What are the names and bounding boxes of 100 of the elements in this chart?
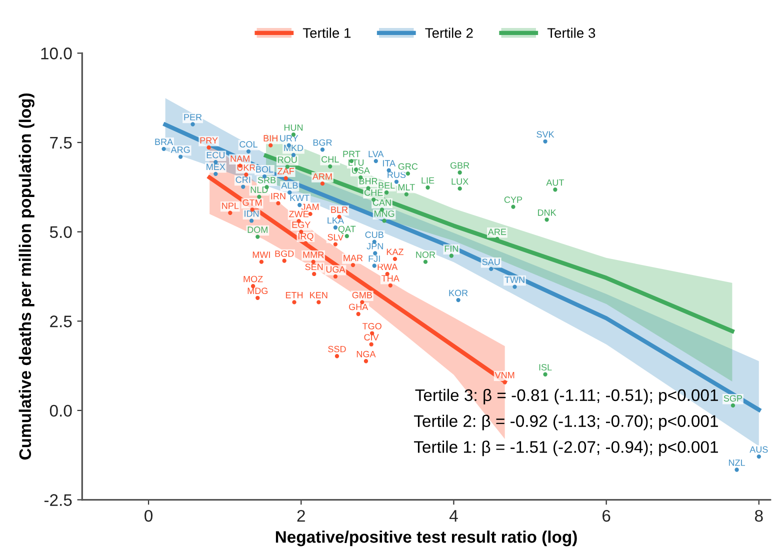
data-label: ECU [206, 152, 225, 158]
point [350, 262, 356, 268]
x-axis-title: Negative/positive test result ratio (log) [276, 530, 577, 546]
x-tick-label: 4 [449, 510, 458, 522]
data-label: PRY [200, 137, 218, 144]
data-label: DOM [248, 226, 268, 233]
data-label: SVK [536, 131, 554, 138]
point [456, 298, 460, 302]
point [404, 192, 408, 196]
point [256, 296, 260, 300]
point [512, 284, 517, 289]
data-label: MEX [206, 164, 226, 170]
y-tick-label: 10.0 [41, 48, 72, 60]
y-tick-label: -2.5 [44, 494, 72, 506]
point [298, 202, 302, 208]
data-label: EGY [292, 222, 310, 228]
point [256, 234, 260, 239]
y-tick-label: 7.5 [50, 137, 72, 149]
point [543, 139, 548, 144]
point [544, 218, 549, 222]
point [333, 274, 338, 279]
point [384, 190, 389, 195]
point [511, 204, 516, 209]
data-label: KWT [290, 194, 310, 202]
data-label: ARG [170, 146, 190, 153]
data-label: GBR [450, 162, 470, 169]
point [334, 354, 340, 358]
data-label: PER [184, 114, 202, 120]
data-label: NOR [416, 252, 436, 258]
data-label: CYP [504, 196, 522, 203]
data-label: CUB [365, 232, 384, 238]
data-label: COL [240, 141, 258, 148]
point [312, 272, 316, 276]
point [214, 172, 218, 176]
x-tick-label: 2 [297, 510, 305, 522]
x-tick-label: 8 [754, 510, 763, 522]
data-label: USA [352, 167, 370, 174]
point [372, 264, 376, 268]
data-label: ALB [281, 182, 298, 189]
data-label: GHA [349, 304, 368, 310]
data-label: MLT [398, 184, 415, 190]
data-label: TGO [362, 323, 382, 330]
point [406, 171, 410, 176]
data-label: KOR [449, 290, 468, 296]
y-axis-title: Cumulative deaths per million population (log) [18, 93, 34, 460]
data-label: ZWE [289, 210, 308, 218]
data-label: LIE [422, 177, 434, 184]
data-label: PRT [343, 150, 360, 158]
data-label: MWI [252, 252, 270, 258]
data-label: ETH [286, 292, 303, 298]
point [282, 258, 286, 263]
point [388, 283, 392, 288]
data-label: CHE [364, 189, 383, 196]
point [392, 256, 398, 262]
data-label: BOL [256, 166, 274, 173]
data-label: MAR [344, 254, 363, 262]
point [458, 170, 462, 175]
data-label: KAZ [386, 248, 404, 255]
data-label: BEL [378, 182, 395, 189]
data-label: LUX [452, 178, 468, 185]
data-label: MNG [374, 210, 394, 217]
data-label: FJI [368, 256, 380, 262]
data-label: ISL [539, 364, 552, 370]
data-label: LVA [368, 150, 384, 158]
data-label: ARE [488, 228, 506, 235]
data-label: IRQ [298, 232, 314, 241]
data-label: CRI [236, 176, 250, 183]
data-label: NPL [222, 202, 239, 209]
data-label: KEN [310, 292, 328, 298]
legend-label: Tertile 3 [547, 28, 596, 38]
point [316, 300, 321, 304]
point [734, 468, 739, 472]
point [162, 146, 166, 151]
data-label: UGA [326, 266, 346, 273]
data-label: SLV [328, 234, 344, 240]
data-label: MDG [248, 288, 268, 294]
annotation: Tertile 2: β = -0.92 (-1.13; -0.70); p<0.001 [414, 414, 718, 430]
data-label: URY [280, 135, 298, 142]
point [382, 218, 386, 223]
point [246, 149, 251, 154]
annotation: Tertile 3: β = -0.81 (-1.11; -0.51); p<0.001 [415, 388, 718, 404]
y-tick-label: 2.5 [50, 316, 72, 328]
point [426, 185, 430, 190]
data-label: IRN [271, 193, 286, 200]
point [374, 158, 378, 164]
point [369, 342, 374, 346]
data-label: MMR [303, 252, 324, 258]
data-label: AUS [750, 446, 768, 453]
point [178, 154, 183, 159]
data-label: RWA [378, 264, 398, 270]
data-label: TWN [504, 276, 524, 283]
point [543, 372, 548, 376]
annotation: Tertile 1: β = -1.51 (-2.07; -0.94); p<0.001 [414, 440, 718, 456]
data-label: SRB [258, 176, 276, 184]
data-label: BIH [264, 135, 278, 142]
data-label: SEN [305, 264, 323, 270]
point [756, 454, 761, 459]
data-label: ZAF [278, 168, 294, 174]
point [458, 186, 462, 191]
point [288, 190, 292, 195]
